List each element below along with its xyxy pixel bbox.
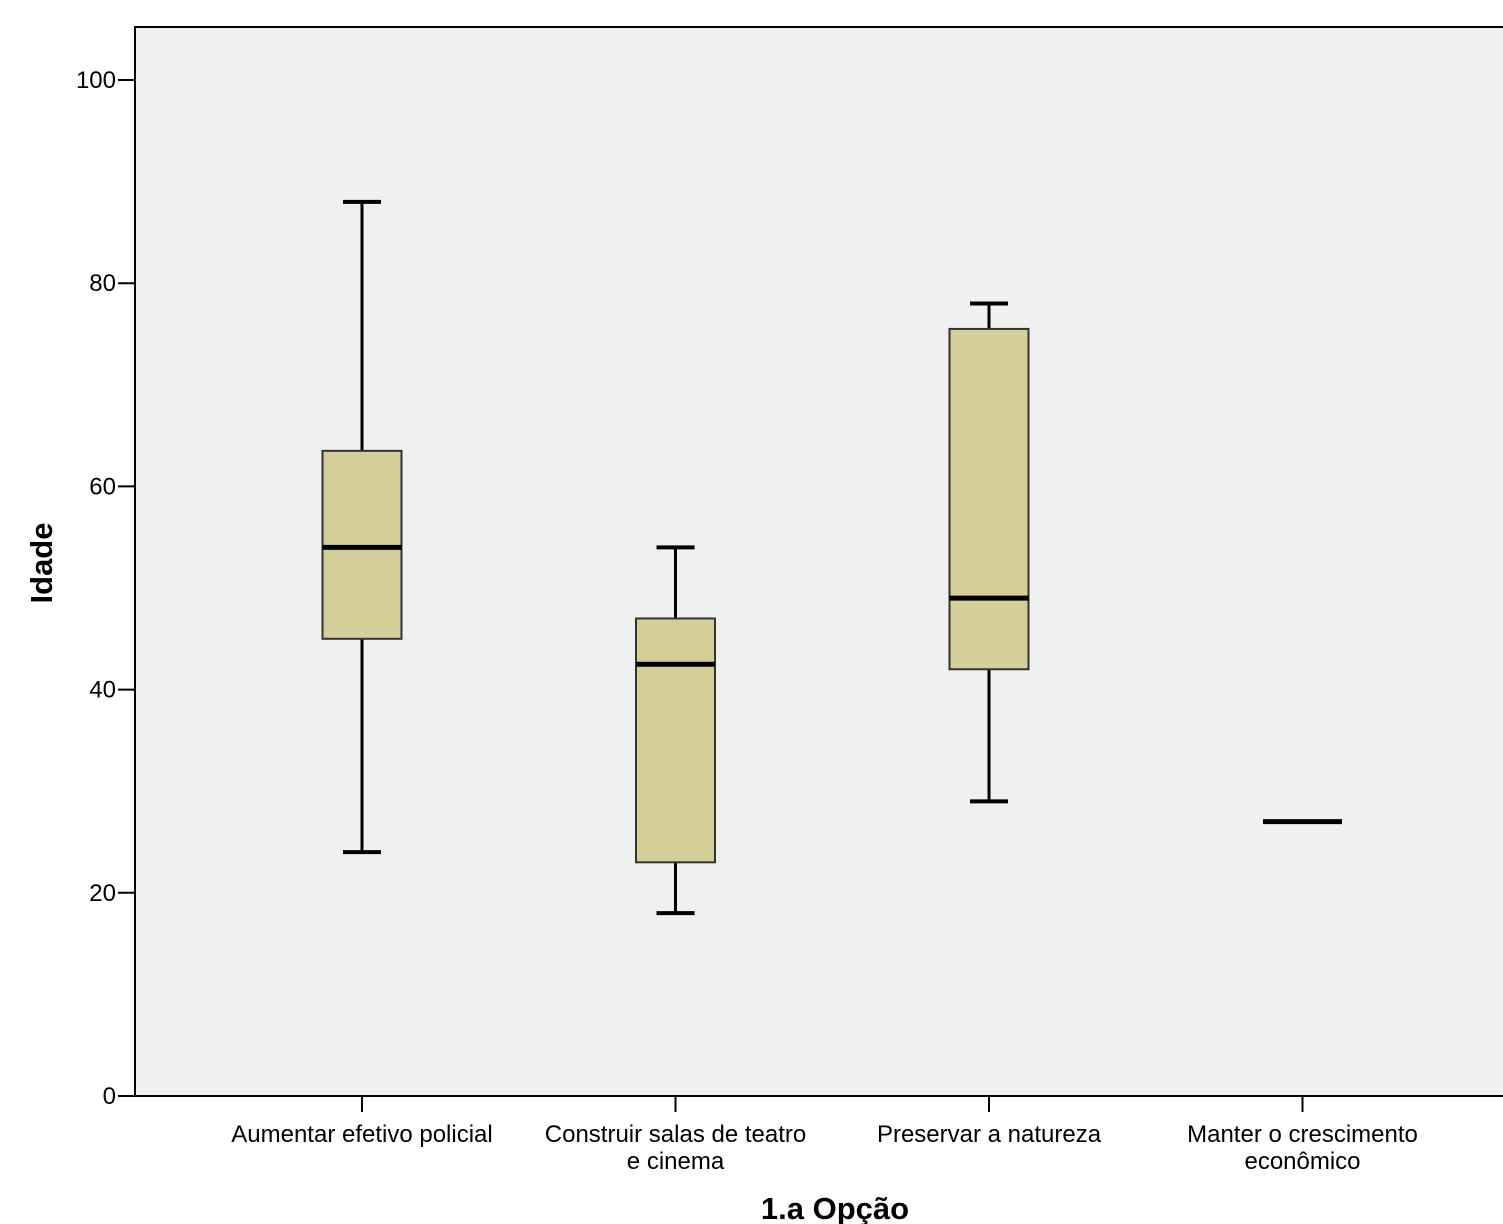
x-tick-label: Manter o crescimento: [1187, 1121, 1418, 1148]
y-tick-label: 80: [89, 270, 116, 297]
x-tick-label: e cinema: [627, 1148, 725, 1175]
y-tick-label: 0: [103, 1083, 116, 1110]
iqr-box: [948, 327, 1030, 671]
x-axis: Aumentar efetivo policial Construir salas…: [231, 1096, 1418, 1175]
box-group: [948, 301, 1030, 804]
y-axis-title: Idade: [24, 523, 59, 604]
x-tick-label: econômico: [1244, 1148, 1360, 1175]
y-tick-label: 60: [89, 473, 116, 500]
box-group: [635, 545, 716, 916]
x-tick-label: Aumentar efetivo policial: [231, 1121, 492, 1148]
y-tick-label: 100: [76, 67, 116, 94]
y-tick-label: 40: [89, 677, 116, 704]
box-group: [321, 199, 403, 855]
x-tick-label: Preservar a natureza: [877, 1121, 1102, 1148]
x-axis-title: 1.a Opção: [761, 1191, 909, 1224]
y-tick-label: 20: [89, 880, 116, 907]
iqr-box: [635, 617, 716, 864]
x-tick-label: Construir salas de teatro: [545, 1121, 806, 1148]
y-axis: 0 20 40 60 80 100: [76, 67, 135, 1110]
boxes: [321, 199, 1342, 916]
iqr-box: [321, 449, 403, 640]
